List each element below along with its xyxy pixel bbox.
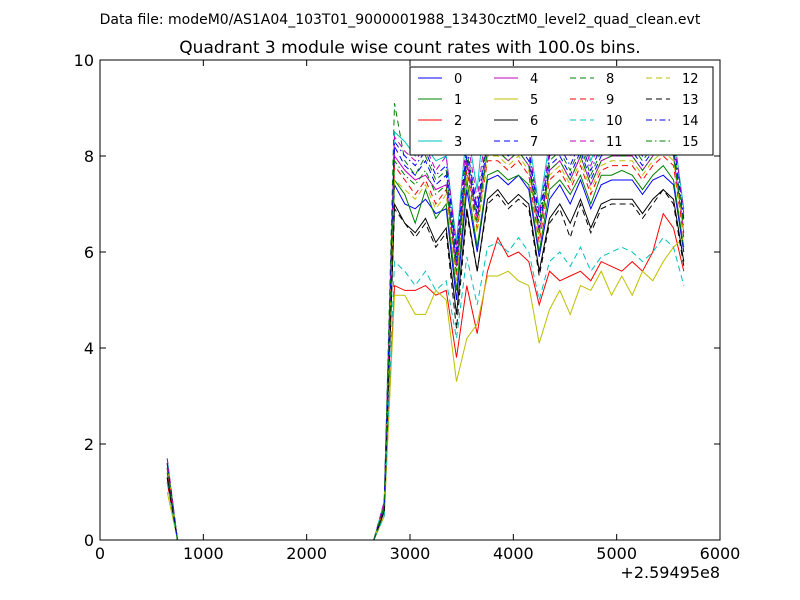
- x-tick-label: 1000: [183, 544, 224, 563]
- chart-title: Quadrant 3 module wise count rates with …: [179, 38, 640, 58]
- legend-label-12: 12: [682, 72, 699, 87]
- series-line-2: [166, 212, 685, 541]
- legend-label-8: 8: [606, 72, 614, 87]
- series-line-9: [166, 155, 685, 541]
- x-offset-label: +2.59495e8: [620, 563, 720, 582]
- x-tick-label: 2000: [286, 544, 327, 563]
- legend-label-13: 13: [682, 93, 699, 108]
- legend-label-10: 10: [606, 114, 623, 129]
- x-tick-label: 6000: [700, 544, 741, 563]
- series-line-6: [166, 188, 685, 541]
- series-line-13: [166, 188, 685, 541]
- legend-label-15: 15: [682, 135, 699, 150]
- series-line-1: [166, 164, 685, 541]
- y-tick-label: 4: [84, 339, 94, 358]
- y-tick-label: 0: [84, 531, 94, 550]
- legend-label-0: 0: [454, 72, 462, 87]
- x-tick-label: 4000: [493, 544, 534, 563]
- legend-label-11: 11: [606, 135, 623, 150]
- series-line-0: [166, 174, 685, 541]
- legend-box: [409, 66, 714, 156]
- legend-label-6: 6: [530, 114, 538, 129]
- legend-label-5: 5: [530, 93, 538, 108]
- y-tick-label: 6: [84, 243, 94, 262]
- legend-label-4: 4: [530, 72, 538, 87]
- legend-label-2: 2: [454, 114, 462, 129]
- legend-label-7: 7: [530, 135, 538, 150]
- legend-label-1: 1: [454, 93, 462, 108]
- x-tick-label: 0: [95, 544, 105, 563]
- series-line-8: [166, 103, 685, 541]
- legend-label-3: 3: [454, 135, 462, 150]
- series-line-11: [166, 116, 685, 541]
- series-line-12: [166, 150, 685, 541]
- y-tick-label: 2: [84, 435, 94, 454]
- series-line-5: [166, 237, 685, 541]
- y-tick-label: 10: [74, 51, 94, 70]
- legend-label-9: 9: [606, 93, 614, 108]
- figure-suptitle: Data file: modeM0/AS1A04_103T01_90000019…: [100, 12, 701, 28]
- x-tick-label: 3000: [390, 544, 431, 563]
- legend-label-14: 14: [682, 114, 699, 129]
- series-line-7: [166, 135, 685, 541]
- y-tick-label: 8: [84, 147, 94, 166]
- x-tick-label: 5000: [596, 544, 637, 563]
- series-line-15: [166, 145, 685, 541]
